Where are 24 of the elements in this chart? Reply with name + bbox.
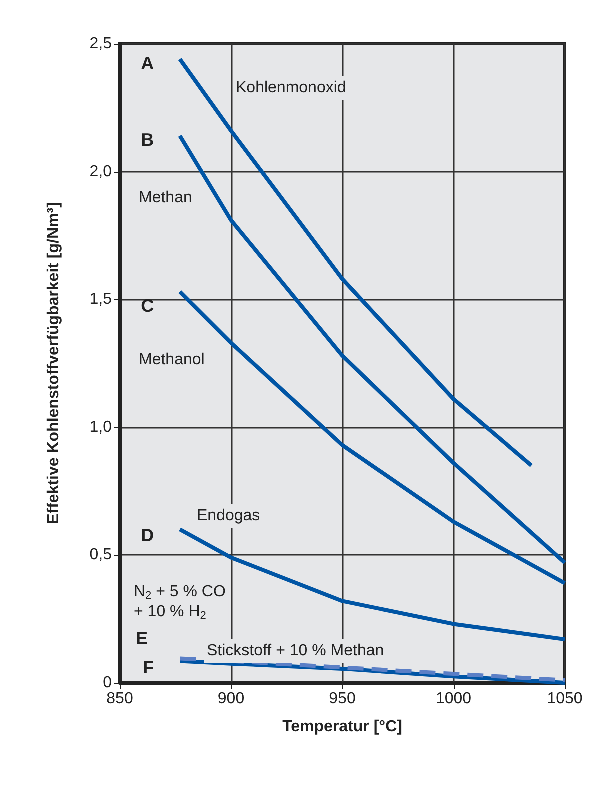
x-tick-label: 1000 [436,690,472,708]
series-label: D [141,526,154,546]
x-tick-label: 900 [218,690,245,708]
y-tick-label: 0,5 [90,546,112,564]
series-label: B [141,130,154,150]
y-tick-label: 1,5 [90,291,112,308]
x-tick-label: 1050 [547,690,583,708]
y-tick-label: 1,0 [90,418,112,436]
series-label: E [136,628,148,649]
x-axis-title: Temperatur [°C] [282,718,402,736]
x-tick-label: 850 [106,690,134,708]
annotation: Stickstoff + 10 % Methan [207,642,384,660]
annotation: Methanol [139,352,205,368]
series-label: C [141,296,154,316]
annotation: Endogas [197,508,260,524]
y-tick-label: 0 [103,674,112,692]
y-tick-label: 2,5 [90,36,112,52]
annotation: Kohlenmonoxid [236,80,346,96]
y-axis-title: Effektive Kohlenstoffverfügbarkeit [g/Nm³] [46,202,62,524]
series-label: F [143,657,154,678]
y-tick-label: 2,0 [90,163,112,180]
series-label: A [141,53,154,74]
annotation: Methan [139,190,192,206]
x-tick-label: 950 [329,690,356,708]
